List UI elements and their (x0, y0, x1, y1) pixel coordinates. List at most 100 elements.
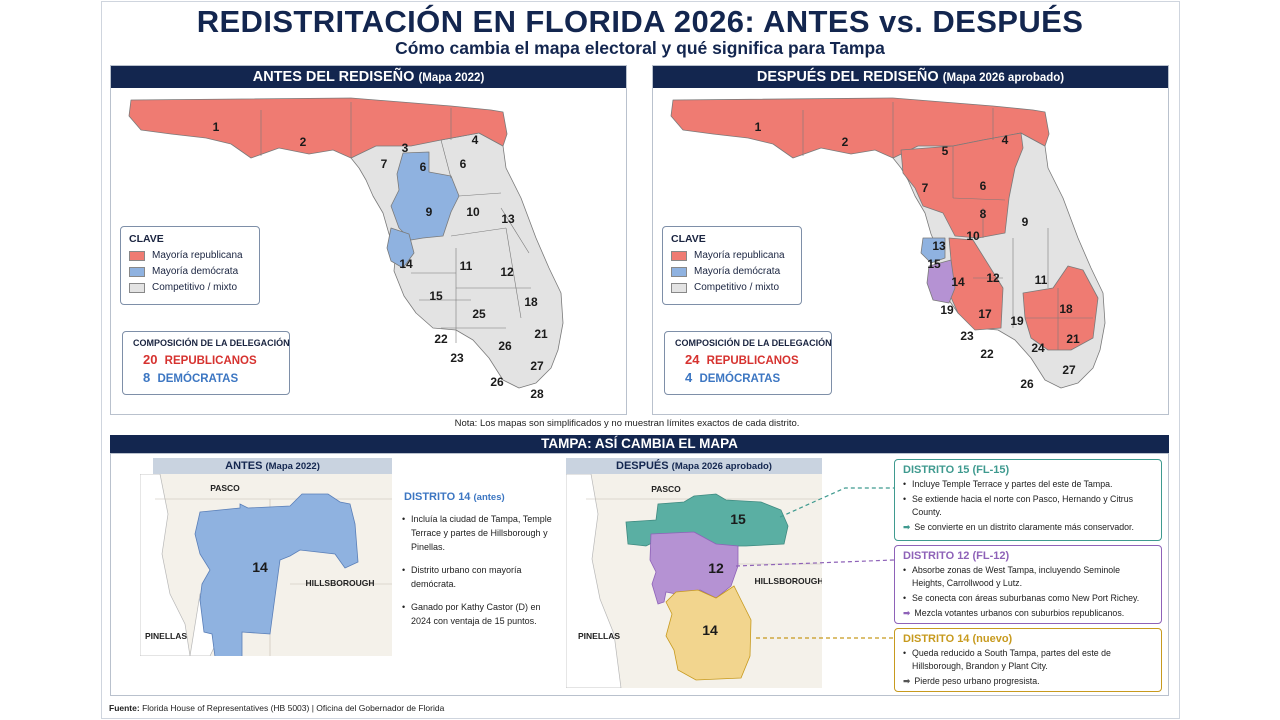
tampa-after-d14-label: 14 (702, 622, 718, 638)
bullet: Distrito urbano con mayoría demócrata. (402, 563, 562, 591)
legend-label: Mayoría republicana (694, 250, 785, 261)
district-9-dem (390, 151, 460, 241)
legend-item-republican: Mayoría republicana (129, 250, 251, 261)
legend-label: Competitivo / mixto (152, 282, 238, 293)
after-panel: DESPUÉS DEL REDISEÑO (Mapa 2026 aprobado… (652, 65, 1169, 415)
district14-new-box: DISTRITO 14 (nuevo) Queda reducido a Sou… (894, 628, 1162, 692)
tampa-after-subtitle: (Mapa 2026 aprobado) (671, 461, 772, 472)
composition-title: COMPOSICIÓN DE LA DELEGACIÓN (133, 338, 290, 348)
tampa-before-title: ANTES (225, 460, 263, 472)
district-label: 27 (1062, 363, 1076, 377)
tampa-after-pinellas: PINELLAS (578, 631, 620, 641)
republican-count-label: REPUBLICANOS (164, 355, 257, 367)
legend-title: CLAVE (129, 233, 164, 245)
district-label: 6 (460, 157, 467, 171)
district-label: 3 (402, 141, 409, 155)
after-panel-title: DESPUÉS DEL REDISEÑO (756, 69, 939, 85)
district-label: 19 (940, 303, 954, 317)
bullet: Incluye Temple Terrace y partes del este… (903, 478, 1153, 491)
district-label: 21 (1066, 332, 1080, 346)
district14-before-title: DISTRITO 14 (antes) (404, 491, 505, 503)
bullet: Se extiende hacia el norte con Pasco, He… (903, 493, 1153, 519)
district-label: 15 (927, 257, 941, 271)
legend-label: Mayoría republicana (152, 250, 243, 261)
district15-arrow-line: ➡ Se convierte en un distrito claramente … (903, 521, 1153, 534)
district-label: 8 (980, 207, 987, 221)
water-area (140, 474, 191, 656)
district14-new-bullets: Queda reducido a South Tampa, partes del… (903, 647, 1153, 673)
bullet: Se conecta con áreas suburbanas como New… (903, 592, 1153, 605)
district-label: 5 (942, 144, 949, 158)
tampa-after-header: DESPUÉS (Mapa 2026 aprobado) (566, 458, 822, 474)
tampa-before-pasco: PASCO (210, 483, 240, 493)
florida-map-before: 1 2 3 4 6 6 7 9 10 11 12 13 14 15 18 21 … (128, 97, 564, 401)
tampa-after-d12-label: 12 (708, 560, 724, 576)
republican-count-row: 24 REPUBLICANOS (685, 352, 821, 367)
district-label: 23 (960, 329, 974, 343)
tampa-section-title: TAMPA: ASÍ CAMBIA EL MAPA (110, 435, 1169, 453)
district-label: 7 (922, 181, 929, 195)
district-label: 24 (1031, 341, 1045, 355)
district12-bullets: Absorbe zonas de West Tampa, incluyendo … (903, 564, 1153, 605)
legend-label: Competitivo / mixto (694, 282, 780, 293)
east-rep (1022, 265, 1099, 351)
district-label: 26 (498, 339, 512, 353)
page-subtitle: Cómo cambia el mapa electoral y qué sign… (395, 38, 885, 58)
before-panel-header: ANTES DEL REDISEÑO (Mapa 2022) (111, 66, 626, 88)
tampa-before-header: ANTES (Mapa 2022) (153, 458, 392, 474)
tampa-before-subtitle: (Mapa 2022) (265, 461, 320, 472)
map-note: Nota: Los mapas son simplificados y no m… (454, 418, 800, 429)
district-19-purple (926, 259, 956, 304)
bullet: Incluía la ciudad de Tampa, Temple Terra… (402, 512, 562, 554)
legend-label: Mayoría demócrata (694, 266, 781, 277)
tampa-map-after: 15 12 14 PASCO HILLSBOROUGH PINELLAS (566, 474, 822, 688)
district-label: 14 (951, 275, 965, 289)
arrow-right-icon: ➡ (903, 608, 911, 618)
republican-swatch (671, 250, 687, 261)
bullet: Ganado por Kathy Castor (D) en 2024 con … (402, 600, 562, 628)
legend-before: CLAVE Mayoría republicana Mayoría demócr… (120, 226, 260, 305)
district15-box: DISTRITO 15 (FL-15) Incluye Temple Terra… (894, 459, 1162, 541)
legend-item-republican: Mayoría republicana (671, 250, 793, 261)
district-label: 2 (300, 135, 307, 149)
district-label: 18 (1059, 302, 1073, 316)
district-label: 13 (501, 212, 515, 226)
district-label: 21 (534, 327, 548, 341)
district-label: 10 (966, 229, 980, 243)
district12-box: DISTRITO 12 (FL-12) Absorbe zonas de Wes… (894, 545, 1162, 624)
source-line: Fuente: Florida House of Representatives… (109, 703, 444, 713)
district14-new-title: DISTRITO 14 (nuevo) (903, 633, 1013, 645)
democrat-count-row: 4 DEMÓCRATAS (685, 370, 821, 385)
district-label: 26 (490, 375, 504, 389)
district-label: 27 (530, 359, 544, 373)
legend-item-democrat: Mayoría demócrata (129, 266, 251, 277)
district-label: 22 (434, 332, 448, 346)
legend-title: CLAVE (671, 233, 706, 245)
district-label: 28 (530, 387, 544, 401)
arrow-right-icon: ➡ (903, 676, 911, 686)
district14-new-arrow-text: Pierde peso urbano progresista. (914, 676, 1040, 686)
tampa-map-before: 14 PASCO HILLSBOROUGH PINELLAS (140, 474, 392, 656)
democrat-count-label: DEMÓCRATAS (699, 373, 781, 385)
competitive-swatch (129, 282, 145, 293)
legend-label: Mayoría demócrata (152, 266, 239, 277)
competitive-swatch (671, 282, 687, 293)
arrow-right-icon: ➡ (903, 522, 911, 532)
district-label: 18 (524, 295, 538, 309)
district-label: 12 (986, 271, 1000, 285)
water-area (566, 474, 622, 688)
district-label: 23 (450, 351, 464, 365)
district-15-dem (920, 237, 946, 264)
democrat-count-label: DEMÓCRATAS (157, 373, 239, 385)
tampa-after-hillsborough: HILLSBOROUGH (755, 576, 822, 586)
district-label: 6 (980, 179, 987, 193)
before-panel-subtitle: (Mapa 2022) (418, 72, 485, 84)
district-label: 10 (466, 205, 480, 219)
source-text: Florida House of Representatives (HB 500… (142, 703, 445, 713)
before-panel-title: ANTES DEL REDISEÑO (252, 69, 415, 85)
district15-bullets: Incluye Temple Terrace y partes del este… (903, 478, 1153, 519)
page-title: REDISTRITACIÓN EN FLORIDA 2026: ANTES vs… (196, 4, 1084, 39)
democrat-swatch (671, 266, 687, 277)
tampa-before-hillsborough: HILLSBOROUGH (306, 578, 375, 588)
bullet: Absorbe zonas de West Tampa, incluyendo … (903, 564, 1153, 590)
